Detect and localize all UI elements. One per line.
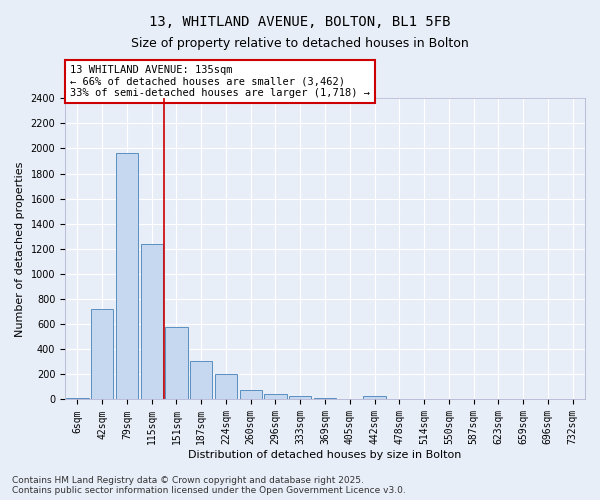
Bar [91, 309, 113, 400]
Bar [140, 244, 163, 400]
Text: 13, WHITLAND AVENUE, BOLTON, BL1 5FB: 13, WHITLAND AVENUE, BOLTON, BL1 5FB [149, 15, 451, 29]
Bar [289, 396, 311, 400]
X-axis label: Distribution of detached houses by size in Bolton: Distribution of detached houses by size … [188, 450, 462, 460]
Bar [166, 326, 188, 400]
Bar [66, 398, 89, 400]
Bar [116, 154, 138, 400]
Bar [239, 390, 262, 400]
Text: Size of property relative to detached houses in Bolton: Size of property relative to detached ho… [131, 38, 469, 51]
Y-axis label: Number of detached properties: Number of detached properties [15, 161, 25, 336]
Text: Contains HM Land Registry data © Crown copyright and database right 2025.
Contai: Contains HM Land Registry data © Crown c… [12, 476, 406, 495]
Bar [314, 398, 336, 400]
Bar [215, 374, 237, 400]
Bar [364, 396, 386, 400]
Text: 13 WHITLAND AVENUE: 135sqm
← 66% of detached houses are smaller (3,462)
33% of s: 13 WHITLAND AVENUE: 135sqm ← 66% of deta… [70, 65, 370, 98]
Bar [388, 399, 410, 400]
Bar [265, 394, 287, 400]
Bar [190, 361, 212, 400]
